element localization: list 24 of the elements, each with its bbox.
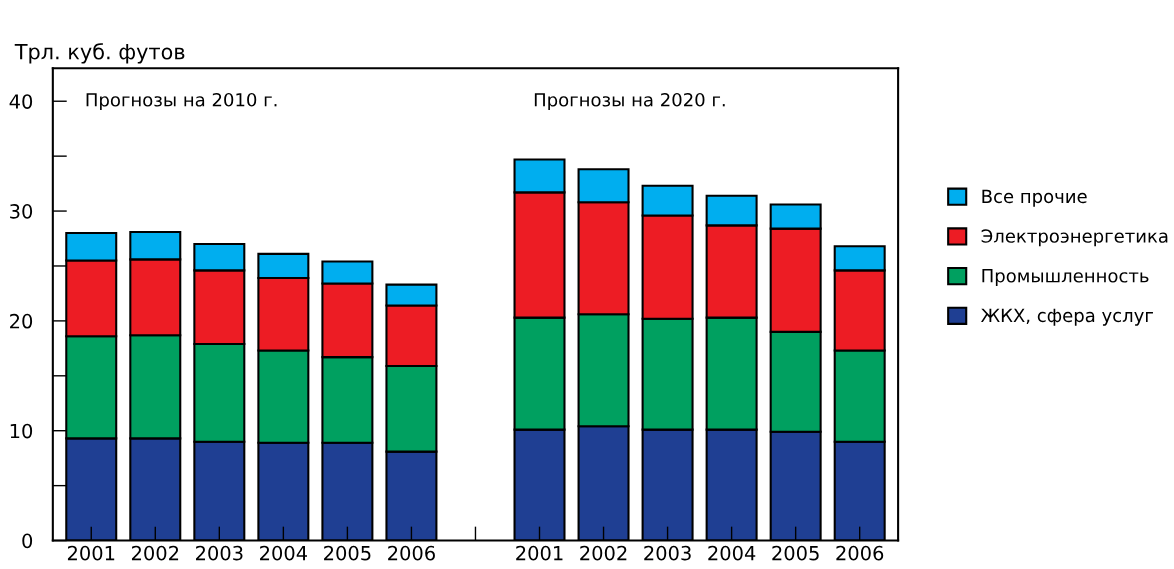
annotation: Прогнозы на 2010 г. xyxy=(86,92,277,111)
y-tick-label: 40 xyxy=(9,94,33,109)
x-tick-label: 2003 xyxy=(196,545,243,561)
x-tick-label: 2005 xyxy=(772,545,819,561)
x-tick-label: 2001 xyxy=(516,545,563,561)
x-tick-label: 2005 xyxy=(324,545,371,561)
x-tick-label: 2004 xyxy=(260,545,308,561)
annotation: Прогнозы на 2020 г. xyxy=(534,92,725,111)
legend-label: Все прочие xyxy=(982,189,1087,207)
y-tick-label: 0 xyxy=(22,533,33,549)
y-tick-label: 30 xyxy=(10,204,33,219)
x-tick-label: 2002 xyxy=(131,545,179,561)
legend-label: Электроэнергетика xyxy=(981,229,1168,247)
x-tick-label: 2002 xyxy=(580,545,627,561)
x-tick-label: 2003 xyxy=(644,545,691,561)
y-tick-label: 10 xyxy=(10,423,33,439)
x-tick-label: 2001 xyxy=(67,545,115,561)
x-tick-label: 2006 xyxy=(836,545,884,561)
legend-label: Промышленность xyxy=(982,269,1149,287)
y-axis-title: Трл. куб. футов xyxy=(14,43,185,64)
y-tick-label: 20 xyxy=(10,313,33,329)
x-tick-label: 2006 xyxy=(388,545,435,561)
legend-label: ЖКХ, сфера услуг xyxy=(981,308,1153,326)
x-tick-label: 2004 xyxy=(708,545,756,561)
